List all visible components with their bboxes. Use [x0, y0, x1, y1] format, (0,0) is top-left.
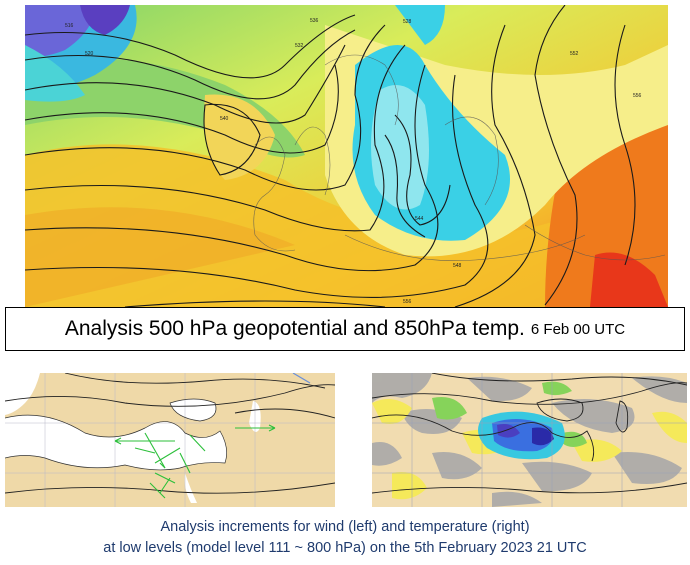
geopotential-contours — [25, 5, 636, 307]
contour-label: 532 — [295, 43, 304, 49]
contour-label: 528 — [403, 19, 412, 25]
contour-label: 556 — [633, 93, 642, 99]
contour-label: 556 — [403, 299, 412, 305]
contour-label: 536 — [310, 18, 319, 24]
contour-label: 520 — [85, 51, 94, 57]
temperature-increment-map — [372, 373, 687, 507]
caption-line-1: Analysis increments for wind (left) and … — [160, 519, 530, 535]
map-date: 6 Feb 00 UTC — [530, 320, 626, 338]
wind-increment-arrows — [114, 424, 276, 499]
contour-label: 552 — [570, 51, 579, 57]
contour-label: 544 — [415, 216, 424, 222]
figure-caption: Analysis increments for wind (left) and … — [0, 517, 690, 559]
coastlines — [253, 54, 666, 261]
map-title: Analysis 500 hPa geopotential and 850hPa… — [64, 317, 525, 340]
contour-label: 516 — [65, 23, 74, 29]
geopotential-temperature-map: 516 520 540 532 536 528 544 548 556 552 … — [25, 5, 668, 307]
map-title-box: Analysis 500 hPa geopotential and 850hPa… — [5, 307, 685, 351]
contour-label: 540 — [220, 116, 229, 122]
wind-increment-map — [5, 373, 335, 507]
contour-label: 548 — [453, 263, 462, 269]
caption-line-2: at low levels (model level 111 ~ 800 hPa… — [103, 540, 587, 556]
